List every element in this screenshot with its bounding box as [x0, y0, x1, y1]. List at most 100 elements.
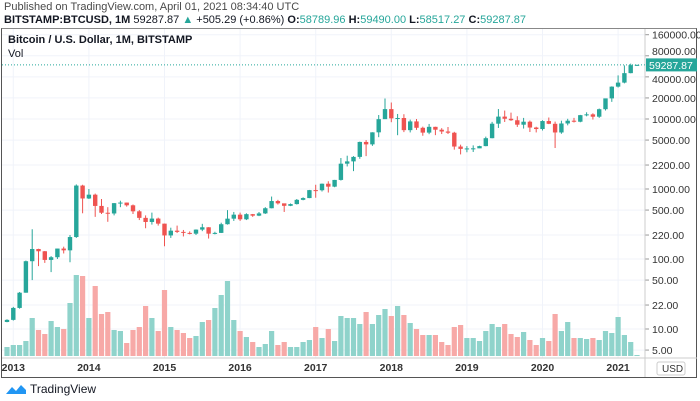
volume-bar — [420, 335, 426, 356]
volume-bar — [407, 323, 413, 356]
candle-body — [206, 227, 211, 234]
candle-body — [609, 86, 614, 99]
open-value: 58789.96 — [299, 14, 346, 26]
last-price-label: 59287.87 — [649, 60, 693, 72]
volume-bar — [149, 318, 155, 356]
candle-body — [181, 231, 186, 233]
volume-bar — [338, 316, 344, 356]
volume-bar — [413, 329, 420, 356]
volume-bar — [143, 306, 149, 356]
published-note: Published on TradingView.com, April 01, … — [4, 1, 300, 13]
volume-bar — [527, 340, 533, 356]
candle-body — [389, 109, 394, 119]
candle-body — [256, 213, 262, 216]
volume-bar — [521, 332, 527, 356]
y-tick-label: 160000.00 — [652, 30, 700, 42]
high-label: H: — [348, 14, 361, 26]
candle-body — [345, 161, 350, 164]
candle-body — [597, 109, 602, 117]
candle-body — [458, 146, 463, 149]
volume-bar — [546, 341, 552, 356]
volume-bar — [451, 327, 457, 356]
candle-body — [370, 132, 375, 145]
candle-body — [521, 121, 526, 125]
volume-bar — [602, 331, 609, 356]
candle-body — [105, 212, 110, 214]
candle-body — [496, 116, 501, 124]
candle-body — [357, 141, 362, 157]
volume-bar — [243, 337, 249, 356]
volume-bar — [470, 338, 476, 356]
volume-bar — [552, 314, 558, 356]
candle-body — [149, 218, 155, 222]
candle-body — [426, 126, 432, 133]
volume-bar — [180, 333, 186, 356]
candle-body — [130, 205, 136, 212]
volume-bar — [98, 314, 105, 356]
candle-body — [439, 129, 444, 132]
volume-bar — [502, 324, 508, 356]
candle-body — [584, 114, 589, 116]
volume-bar — [54, 327, 60, 356]
volume-bar — [237, 331, 243, 356]
volume-bar — [395, 306, 401, 356]
symbol-label: BITSTAMP:BTCUSD, 1M — [4, 14, 131, 26]
candle-body — [124, 202, 129, 206]
candle-body — [351, 156, 356, 162]
candle-body — [237, 214, 243, 220]
candle-body — [534, 127, 539, 130]
candle-body — [99, 205, 104, 213]
candle-body — [300, 198, 306, 200]
candle-body — [174, 230, 180, 232]
candle-body — [483, 138, 488, 147]
candle-body — [162, 223, 167, 236]
candle-body — [615, 82, 621, 87]
volume-bar — [117, 331, 123, 356]
candle-body — [445, 131, 451, 133]
candle-body — [250, 214, 255, 216]
candle-body — [489, 123, 495, 139]
tradingview-brand[interactable]: TradingView — [5, 382, 96, 396]
volume-bar — [262, 344, 268, 356]
volume-bar — [445, 345, 451, 356]
volume-bar — [23, 341, 29, 356]
last-price-badge — [646, 58, 697, 72]
x-tick-label: 2016 — [228, 362, 252, 374]
y-tick-label: 2200.00 — [652, 160, 690, 172]
volume-bar — [590, 338, 596, 356]
volume-bar — [105, 312, 111, 356]
volume-bar — [628, 342, 634, 356]
volume-bar — [464, 338, 470, 356]
candle-body — [420, 127, 425, 133]
volume-bar — [287, 347, 294, 356]
volume-bar — [426, 335, 432, 356]
candle-body — [363, 141, 369, 145]
volume-bar — [275, 345, 281, 356]
volume-bar — [231, 320, 237, 356]
volume-bar — [294, 347, 300, 356]
volume-bar — [224, 281, 231, 356]
candle-body — [269, 201, 274, 209]
candle-body — [288, 204, 293, 206]
candle-body — [80, 185, 85, 199]
close-label: C: — [468, 14, 481, 26]
candle-body — [477, 146, 482, 149]
symbol-summary: BITSTAMP:BTCUSD, 1M 59287.87 ▲ +505.29 (… — [4, 14, 526, 26]
candle-body — [546, 121, 551, 124]
volume-bar — [161, 290, 168, 356]
volume-bar — [382, 309, 388, 356]
volume-bar — [42, 334, 48, 356]
volume-bar — [300, 342, 306, 356]
candle-body — [244, 214, 249, 220]
candle-body — [401, 118, 407, 131]
low-value: 58517.27 — [419, 14, 466, 26]
candle-body — [326, 183, 331, 187]
volume-bar — [514, 337, 520, 356]
volume-bar — [539, 338, 546, 356]
volume-bar — [35, 330, 42, 356]
candle-body — [634, 64, 640, 66]
x-tick-label: 2019 — [455, 362, 479, 374]
candle-body — [30, 248, 35, 262]
volume-bar — [489, 324, 495, 356]
